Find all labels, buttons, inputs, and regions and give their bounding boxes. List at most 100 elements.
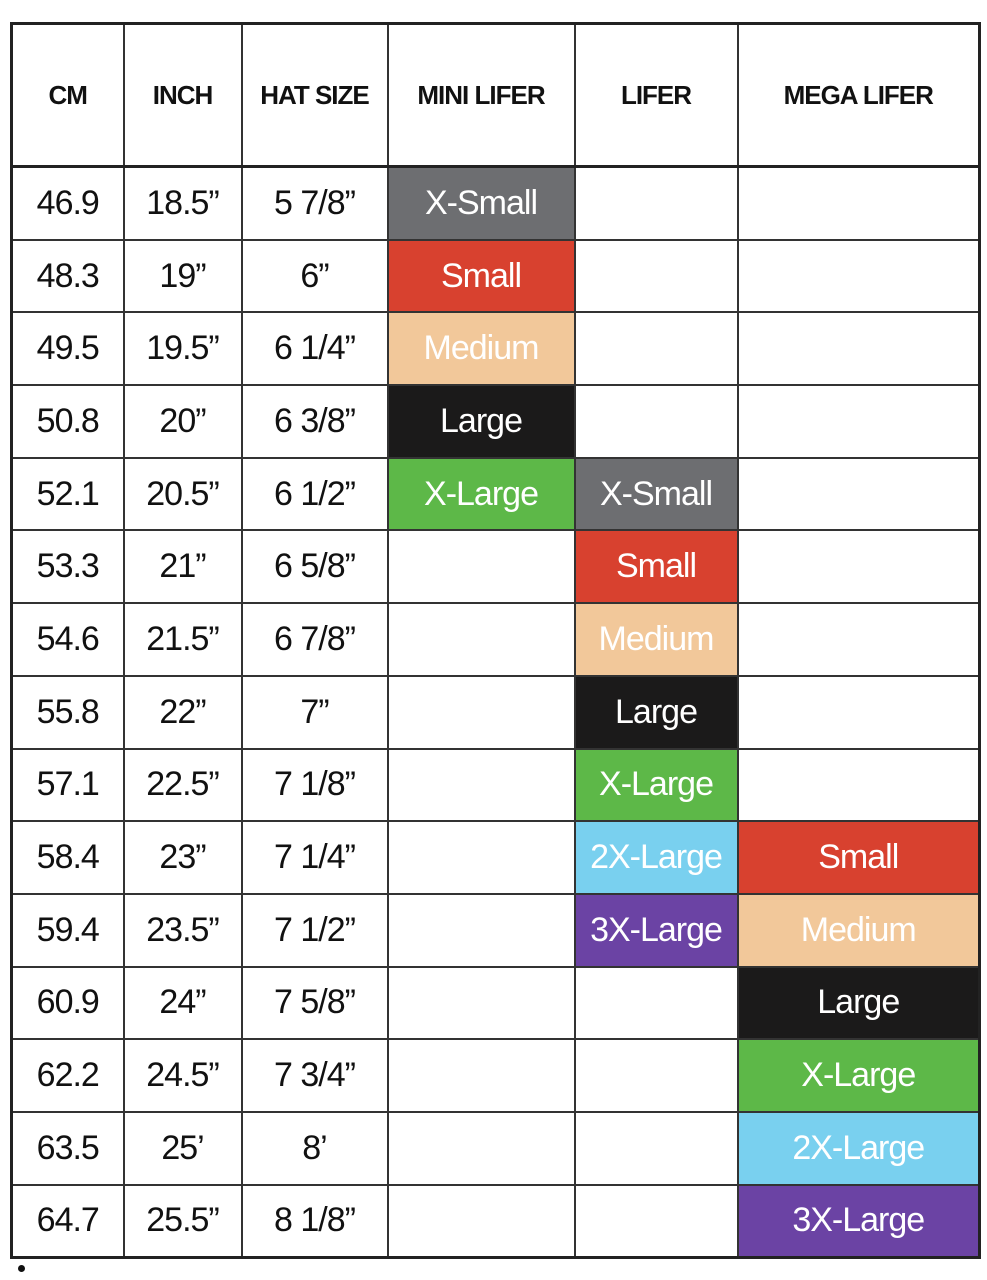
inch-cell: 19” xyxy=(122,238,243,314)
mini-lifer-cell xyxy=(386,1038,576,1113)
cm-cell: 54.6 xyxy=(10,602,125,677)
mega-lifer-cell: 3X-Large xyxy=(736,1183,981,1259)
lifer-cell xyxy=(573,311,739,387)
cm-cell: 57.1 xyxy=(10,747,125,823)
inch-cell: 23” xyxy=(122,820,243,895)
cm-cell-text: 60.9 xyxy=(36,983,100,1022)
inch-cell-text: 22” xyxy=(159,692,206,731)
mega-lifer-cell-text: Small xyxy=(818,838,899,877)
hat-size-cell: 8 1/8” xyxy=(240,1183,389,1259)
hat-size-cell-text: 6” xyxy=(300,256,329,295)
cm-cell-text: 59.4 xyxy=(36,910,100,949)
bullet-dot xyxy=(18,1265,25,1272)
lifer-cell xyxy=(573,1183,739,1259)
mega-lifer-cell xyxy=(736,674,981,750)
mega-lifer-cell-text: X-Large xyxy=(801,1056,916,1095)
inch-cell-text: 23.5” xyxy=(146,910,219,949)
hat-size-cell-text: 6 1/4” xyxy=(274,329,356,368)
lifer-cell: X-Large xyxy=(573,747,739,823)
mini-lifer-cell-text: Medium xyxy=(423,329,540,368)
header-label: LIFER xyxy=(620,79,692,110)
lifer-cell-text: X-Small xyxy=(599,474,713,513)
hat-size-cell-text: 6 7/8” xyxy=(274,619,356,658)
mega-lifer-cell: 2X-Large xyxy=(736,1110,981,1186)
table-row: 55.8 22” 7” Large xyxy=(10,674,981,750)
table-row: 60.9 24” 7 5/8” Large xyxy=(10,965,981,1041)
inch-cell: 24.5” xyxy=(122,1038,243,1113)
cm-cell: 59.4 xyxy=(10,892,125,968)
mega-lifer-cell xyxy=(736,311,981,387)
mega-lifer-cell xyxy=(736,165,981,241)
hat-size-cell-text: 7” xyxy=(300,692,329,731)
mini-lifer-cell xyxy=(386,529,576,605)
inch-cell-text: 20” xyxy=(159,401,206,440)
mini-lifer-cell xyxy=(386,1110,576,1186)
mini-lifer-cell xyxy=(386,1183,576,1259)
mini-lifer-cell xyxy=(386,747,576,823)
header-hat-size: HAT SIZE xyxy=(240,22,389,168)
lifer-cell xyxy=(573,165,739,241)
hat-size-cell-text: 6 3/8” xyxy=(274,401,356,440)
inch-cell: 22.5” xyxy=(122,747,243,823)
hat-size-cell-text: 7 1/4” xyxy=(274,838,356,877)
inch-cell-text: 23” xyxy=(159,838,206,877)
mega-lifer-cell: X-Large xyxy=(736,1038,981,1113)
header-lifer: LIFER xyxy=(573,22,739,168)
hat-size-cell-text: 6 5/8” xyxy=(274,547,356,586)
table-row: 54.6 21.5” 6 7/8” Medium xyxy=(10,602,981,677)
cm-cell: 58.4 xyxy=(10,820,125,895)
header-mega-lifer: MEGA LIFER xyxy=(736,22,981,168)
inch-cell-text: 18.5” xyxy=(146,183,219,222)
header-cm: CM xyxy=(10,22,125,168)
table-row: 62.2 24.5” 7 3/4” X-Large xyxy=(10,1038,981,1113)
hat-size-chart-table: CM INCH HAT SIZE MINI LIFER LIFER MEGA L… xyxy=(10,22,981,1260)
lifer-cell-text: 3X-Large xyxy=(590,910,723,949)
mega-lifer-cell xyxy=(736,384,981,459)
mini-lifer-cell-text: X-Large xyxy=(424,474,539,513)
lifer-cell-text: X-Large xyxy=(599,765,714,804)
inch-cell-text: 22.5” xyxy=(146,765,219,804)
mega-lifer-cell xyxy=(736,456,981,532)
inch-cell-text: 21.5” xyxy=(146,619,219,658)
inch-cell-text: 25.5” xyxy=(146,1201,219,1240)
lifer-cell xyxy=(573,384,739,459)
lifer-cell xyxy=(573,238,739,314)
hat-size-cell: 7 1/4” xyxy=(240,820,389,895)
lifer-cell-text: Large xyxy=(615,692,698,731)
inch-cell-text: 19.5” xyxy=(146,329,219,368)
hat-size-cell-text: 5 7/8” xyxy=(274,183,356,222)
mini-lifer-cell: Medium xyxy=(386,311,576,387)
lifer-cell: 2X-Large xyxy=(573,820,739,895)
header-mini-lifer: MINI LIFER xyxy=(386,22,576,168)
lifer-cell xyxy=(573,1038,739,1113)
inch-cell: 18.5” xyxy=(122,165,243,241)
table-row: 52.1 20.5” 6 1/2” X-Large X-Small xyxy=(10,456,981,532)
mega-lifer-cell: Small xyxy=(736,820,981,895)
hat-size-cell: 7 3/4” xyxy=(240,1038,389,1113)
hat-size-cell: 7” xyxy=(240,674,389,750)
inch-cell: 21” xyxy=(122,529,243,605)
hat-size-cell-text: 6 1/2” xyxy=(274,474,356,513)
table-row: 53.3 21” 6 5/8” Small xyxy=(10,529,981,605)
cm-cell: 50.8 xyxy=(10,384,125,459)
cm-cell: 46.9 xyxy=(10,165,125,241)
mini-lifer-cell xyxy=(386,602,576,677)
inch-cell-text: 25’ xyxy=(161,1128,204,1167)
mega-lifer-cell-text: Large xyxy=(817,983,900,1022)
lifer-cell: Small xyxy=(573,529,739,605)
cm-cell: 55.8 xyxy=(10,674,125,750)
cm-cell: 60.9 xyxy=(10,965,125,1041)
inch-cell: 20” xyxy=(122,384,243,459)
table-row: 58.4 23” 7 1/4” 2X-Large Small xyxy=(10,820,981,895)
mini-lifer-cell-text: Small xyxy=(440,256,522,295)
header-label: INCH xyxy=(152,79,214,110)
hat-size-cell: 8’ xyxy=(240,1110,389,1186)
lifer-cell-text: Medium xyxy=(598,619,715,658)
lifer-cell-text: Small xyxy=(615,547,697,586)
cm-cell-text: 54.6 xyxy=(36,619,100,658)
cm-cell-text: 49.5 xyxy=(36,329,100,368)
inch-cell: 25’ xyxy=(122,1110,243,1186)
hat-size-cell: 7 5/8” xyxy=(240,965,389,1041)
hat-size-cell-text: 7 1/8” xyxy=(274,765,356,804)
inch-cell: 21.5” xyxy=(122,602,243,677)
